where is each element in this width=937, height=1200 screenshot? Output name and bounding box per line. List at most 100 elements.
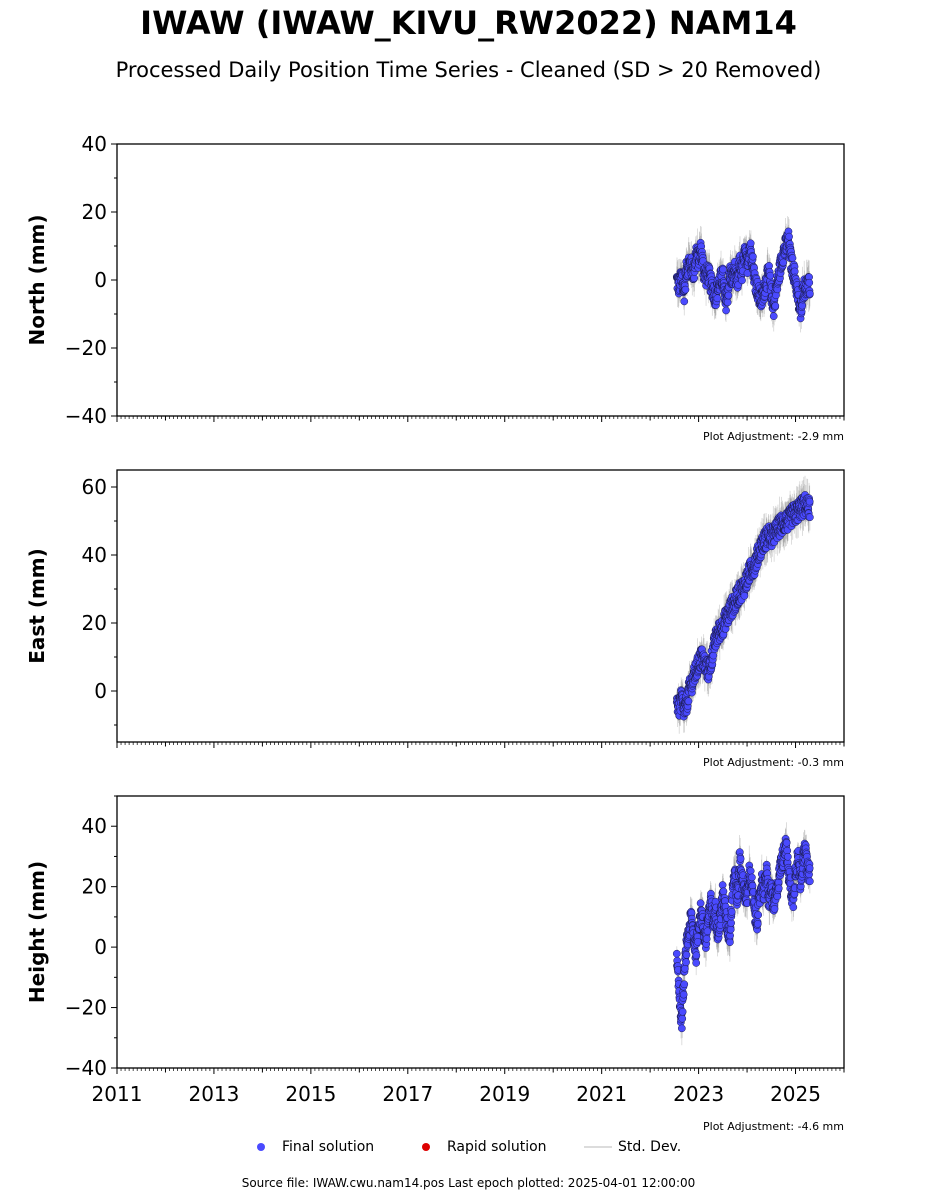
y-tick-label: 0 [94,679,107,703]
data-point [806,289,814,298]
y-tick-label: −40 [65,1056,107,1080]
y-tick-label: −20 [65,336,107,360]
data-point [723,298,732,307]
data-point [754,911,763,919]
y-tick-label: 0 [94,935,107,959]
data-point [806,877,814,886]
panel-height: −40 −20 0 20 40 2011 2013 2015 2017 2019 2021 2023 2… [25,795,845,1133]
source-footer: Source file: IWAW.cwu.nam14.pos Last epo… [241,1176,696,1190]
plot-adjustment-note: Plot Adjustment: -2.9 mm [703,430,844,443]
data-point [696,899,705,908]
data-point [779,258,788,267]
data-point [677,1024,686,1033]
data-point [805,497,814,506]
data-point [682,951,691,959]
legend-final-marker [257,1143,265,1151]
data-point [702,935,711,943]
data-point [782,838,791,847]
final-solution-points [672,227,814,323]
data-point [806,513,814,522]
data-point [749,252,757,261]
data-point [740,591,749,600]
data-point [693,937,702,946]
data-point [769,312,778,321]
final-solution-points [672,834,814,1033]
data-point [726,938,734,947]
data-point [770,905,779,913]
data-point [748,873,756,882]
x-tick-label: 2025 [770,1082,821,1106]
data-point [718,881,727,889]
y-tick-label: 40 [82,543,107,567]
legend-std-line [584,1146,612,1148]
chart-title: IWAW (IWAW_KIVU_RW2022) NAM14 [140,4,797,42]
data-point [753,919,762,928]
data-point [771,302,780,310]
x-tick-label: 2011 [92,1082,143,1106]
y-tick-label: 40 [82,814,107,838]
y-axis-label: North (mm) [25,214,49,345]
data-point [722,306,730,315]
panel-north: −40 −20 0 20 40 North (mm) Plot Adjustment: -2… [25,132,845,443]
y-axis-label: East (mm) [25,548,49,664]
data-point [713,294,722,303]
data-point [738,276,746,285]
x-tick-label: 2013 [188,1082,239,1106]
legend-rapid-marker [422,1143,430,1151]
data-point [724,291,733,300]
data-point [785,232,793,241]
y-tick-label: 60 [82,475,107,499]
data-point [727,919,735,927]
data-point [684,697,693,706]
data-point [726,925,735,934]
data-point [736,854,745,863]
y-tick-label: −40 [65,404,107,428]
y-tick-label: 40 [82,132,107,156]
data-point [680,980,689,989]
x-tick-label: 2023 [673,1082,724,1106]
y-tick-label: 20 [82,611,107,635]
data-point [681,964,689,973]
data-point [789,903,798,912]
legend-std-label: Std. Dev. [618,1139,682,1155]
y-axis-label: Height (mm) [25,861,49,1003]
data-point [746,239,755,248]
x-tick-label: 2017 [382,1082,433,1106]
final-solution-points [672,491,814,721]
legend-final-label: Final solution [282,1139,375,1155]
data-point [719,265,727,274]
data-point [788,254,797,262]
data-point [727,908,736,916]
legend: Final solution Rapid solution Std. Dev. [0,1137,937,1157]
y-tick-label: 0 [94,268,107,292]
data-point [766,271,775,280]
panel-east: 0 20 40 60 East (mm) Plot Adjustment: -0.3 mm [25,469,845,769]
data-point [709,651,718,660]
data-point [805,278,814,287]
data-point [680,297,689,306]
data-point [692,951,701,960]
y-tick-label: 20 [82,875,107,899]
x-tick-label: 2021 [576,1082,627,1106]
y-tick-label: 20 [82,200,107,224]
data-point [678,1014,687,1023]
data-point [805,864,814,873]
plot-frame [116,795,845,1069]
chart-subtitle: Processed Daily Position Time Series - C… [115,58,822,82]
data-point [703,927,712,936]
y-tick-label: −20 [65,996,107,1020]
data-point [678,1007,687,1016]
plot-adjustment-note: Plot Adjustment: -0.3 mm [703,756,844,769]
legend-rapid-label: Rapid solution [447,1139,547,1155]
data-point [746,867,755,875]
data-point [719,887,728,896]
data-point [784,852,792,861]
data-point [672,949,681,958]
x-tick-label: 2019 [479,1082,530,1106]
x-tick-label: 2015 [285,1082,336,1106]
data-point [682,958,690,967]
plot-adjustment-note: Plot Adjustment: -4.6 mm [703,1120,844,1133]
data-point [679,990,688,999]
data-point [681,285,690,294]
